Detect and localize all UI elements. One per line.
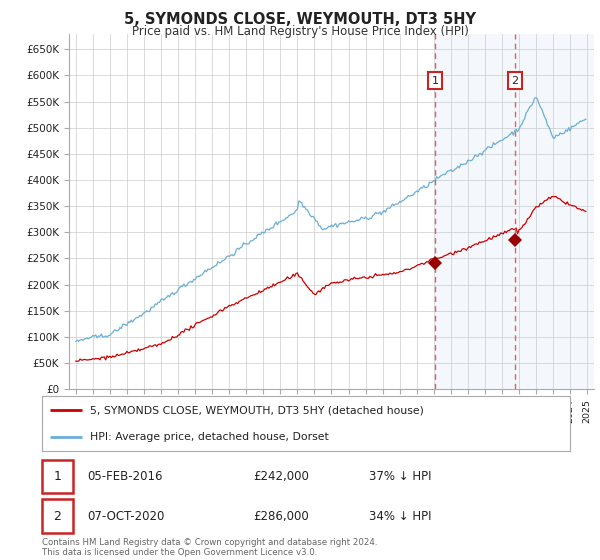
Text: £242,000: £242,000 [253,470,309,483]
Text: 07-OCT-2020: 07-OCT-2020 [87,510,164,523]
Text: 2: 2 [53,510,61,523]
FancyBboxPatch shape [42,460,73,493]
Text: £286,000: £286,000 [253,510,309,523]
Text: Contains HM Land Registry data © Crown copyright and database right 2024.
This d: Contains HM Land Registry data © Crown c… [42,538,377,557]
Text: Price paid vs. HM Land Registry's House Price Index (HPI): Price paid vs. HM Land Registry's House … [131,25,469,38]
Bar [435,34,594,389]
Text: 37% ↓ HPI: 37% ↓ HPI [370,470,432,483]
Text: 05-FEB-2016: 05-FEB-2016 [87,470,163,483]
Text: 34% ↓ HPI: 34% ↓ HPI [370,510,432,523]
Text: 1: 1 [53,470,61,483]
Text: 2: 2 [511,76,518,86]
Text: HPI: Average price, detached house, Dorset: HPI: Average price, detached house, Dors… [89,432,328,441]
Text: 1: 1 [431,76,439,86]
Text: 5, SYMONDS CLOSE, WEYMOUTH, DT3 5HY: 5, SYMONDS CLOSE, WEYMOUTH, DT3 5HY [124,12,476,27]
Text: 5, SYMONDS CLOSE, WEYMOUTH, DT3 5HY (detached house): 5, SYMONDS CLOSE, WEYMOUTH, DT3 5HY (det… [89,405,424,415]
FancyBboxPatch shape [42,500,73,533]
